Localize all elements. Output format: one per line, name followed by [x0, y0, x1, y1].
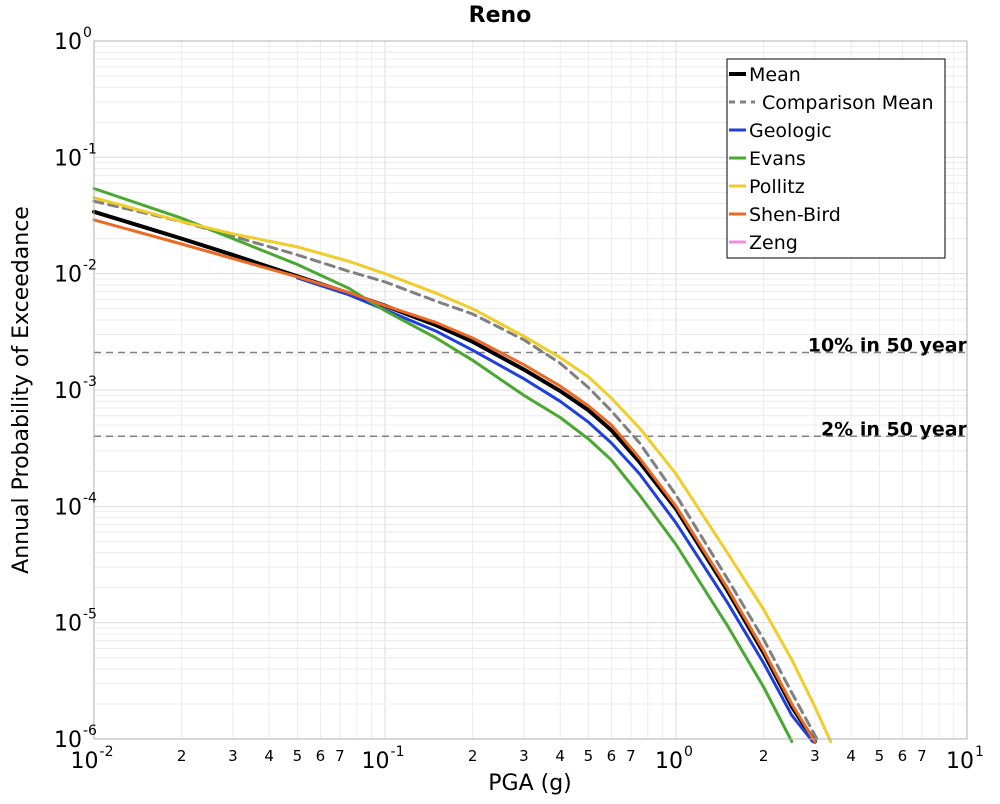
legend-label: Mean [749, 64, 801, 86]
series-line-comparison-mean [92, 199, 819, 741]
x-minor-tick-label: 5 [293, 747, 303, 765]
x-minor-tick-label: 6 [316, 747, 326, 765]
series-line-geologic [295, 276, 815, 744]
x-minor-tick-label: 7 [917, 747, 927, 765]
x-minor-tick-label: 4 [264, 747, 274, 765]
x-minor-tick-label: 3 [228, 747, 238, 765]
y-axis-label: Annual Probability of Exceedance [9, 206, 34, 574]
x-minor-tick-label: 7 [626, 747, 636, 765]
x-minor-tick-label: 3 [810, 747, 820, 765]
series-lines [92, 187, 833, 744]
series-line-pollitz [92, 196, 833, 744]
legend-label: Pollitz [749, 176, 805, 198]
legend-label: Comparison Mean [762, 92, 934, 114]
x-minor-tick-label: 4 [846, 747, 856, 765]
reference-line-label: 10% in 50 year [808, 335, 968, 357]
y-major-tick-label: 100 [54, 25, 92, 55]
x-minor-tick-label: 4 [555, 747, 565, 765]
y-major-tick-label: 10-2 [54, 258, 97, 288]
legend-label: Evans [749, 148, 806, 170]
legend-label: Shen-Bird [749, 204, 841, 226]
x-minor-tick-label: 2 [468, 747, 478, 765]
x-minor-tick-label: 3 [519, 747, 529, 765]
series-line-evans [92, 187, 794, 744]
plot-frame [93, 40, 968, 740]
x-major-tick-label: 101 [946, 744, 984, 774]
x-major-tick-label: 10-1 [362, 744, 405, 774]
reference-lines: 10% in 50 year 2% in 50 year [94, 335, 968, 440]
y-major-tick-label: 10-4 [54, 490, 97, 520]
reference-line-label: 2% in 50 year [821, 418, 968, 440]
x-axis-label: PGA (g) [488, 771, 572, 796]
x-minor-tick-label: 2 [177, 747, 187, 765]
x-minor-tick-label: 5 [875, 747, 885, 765]
y-major-tick-label: 10-1 [54, 141, 97, 171]
series-line-shen-bird [92, 218, 817, 744]
x-minor-tick-label: 6 [898, 747, 908, 765]
x-minor-tick-label: 6 [607, 747, 617, 765]
y-major-tick-label: 10-3 [54, 374, 97, 404]
x-minor-tick-label: 7 [335, 747, 345, 765]
legend: Mean Comparison Mean Geologic Evans Pollitz S… [726, 58, 946, 259]
legend-label: Zeng [749, 232, 798, 254]
x-minor-tick-label: 5 [584, 747, 594, 765]
x-major-tick-label: 100 [655, 744, 693, 774]
legend-label: Geologic [749, 120, 832, 142]
x-minor-tick-label: 2 [759, 747, 769, 765]
y-major-tick-label: 10-5 [54, 607, 97, 637]
legend-box [726, 58, 946, 259]
chart-title: Reno [469, 3, 532, 28]
